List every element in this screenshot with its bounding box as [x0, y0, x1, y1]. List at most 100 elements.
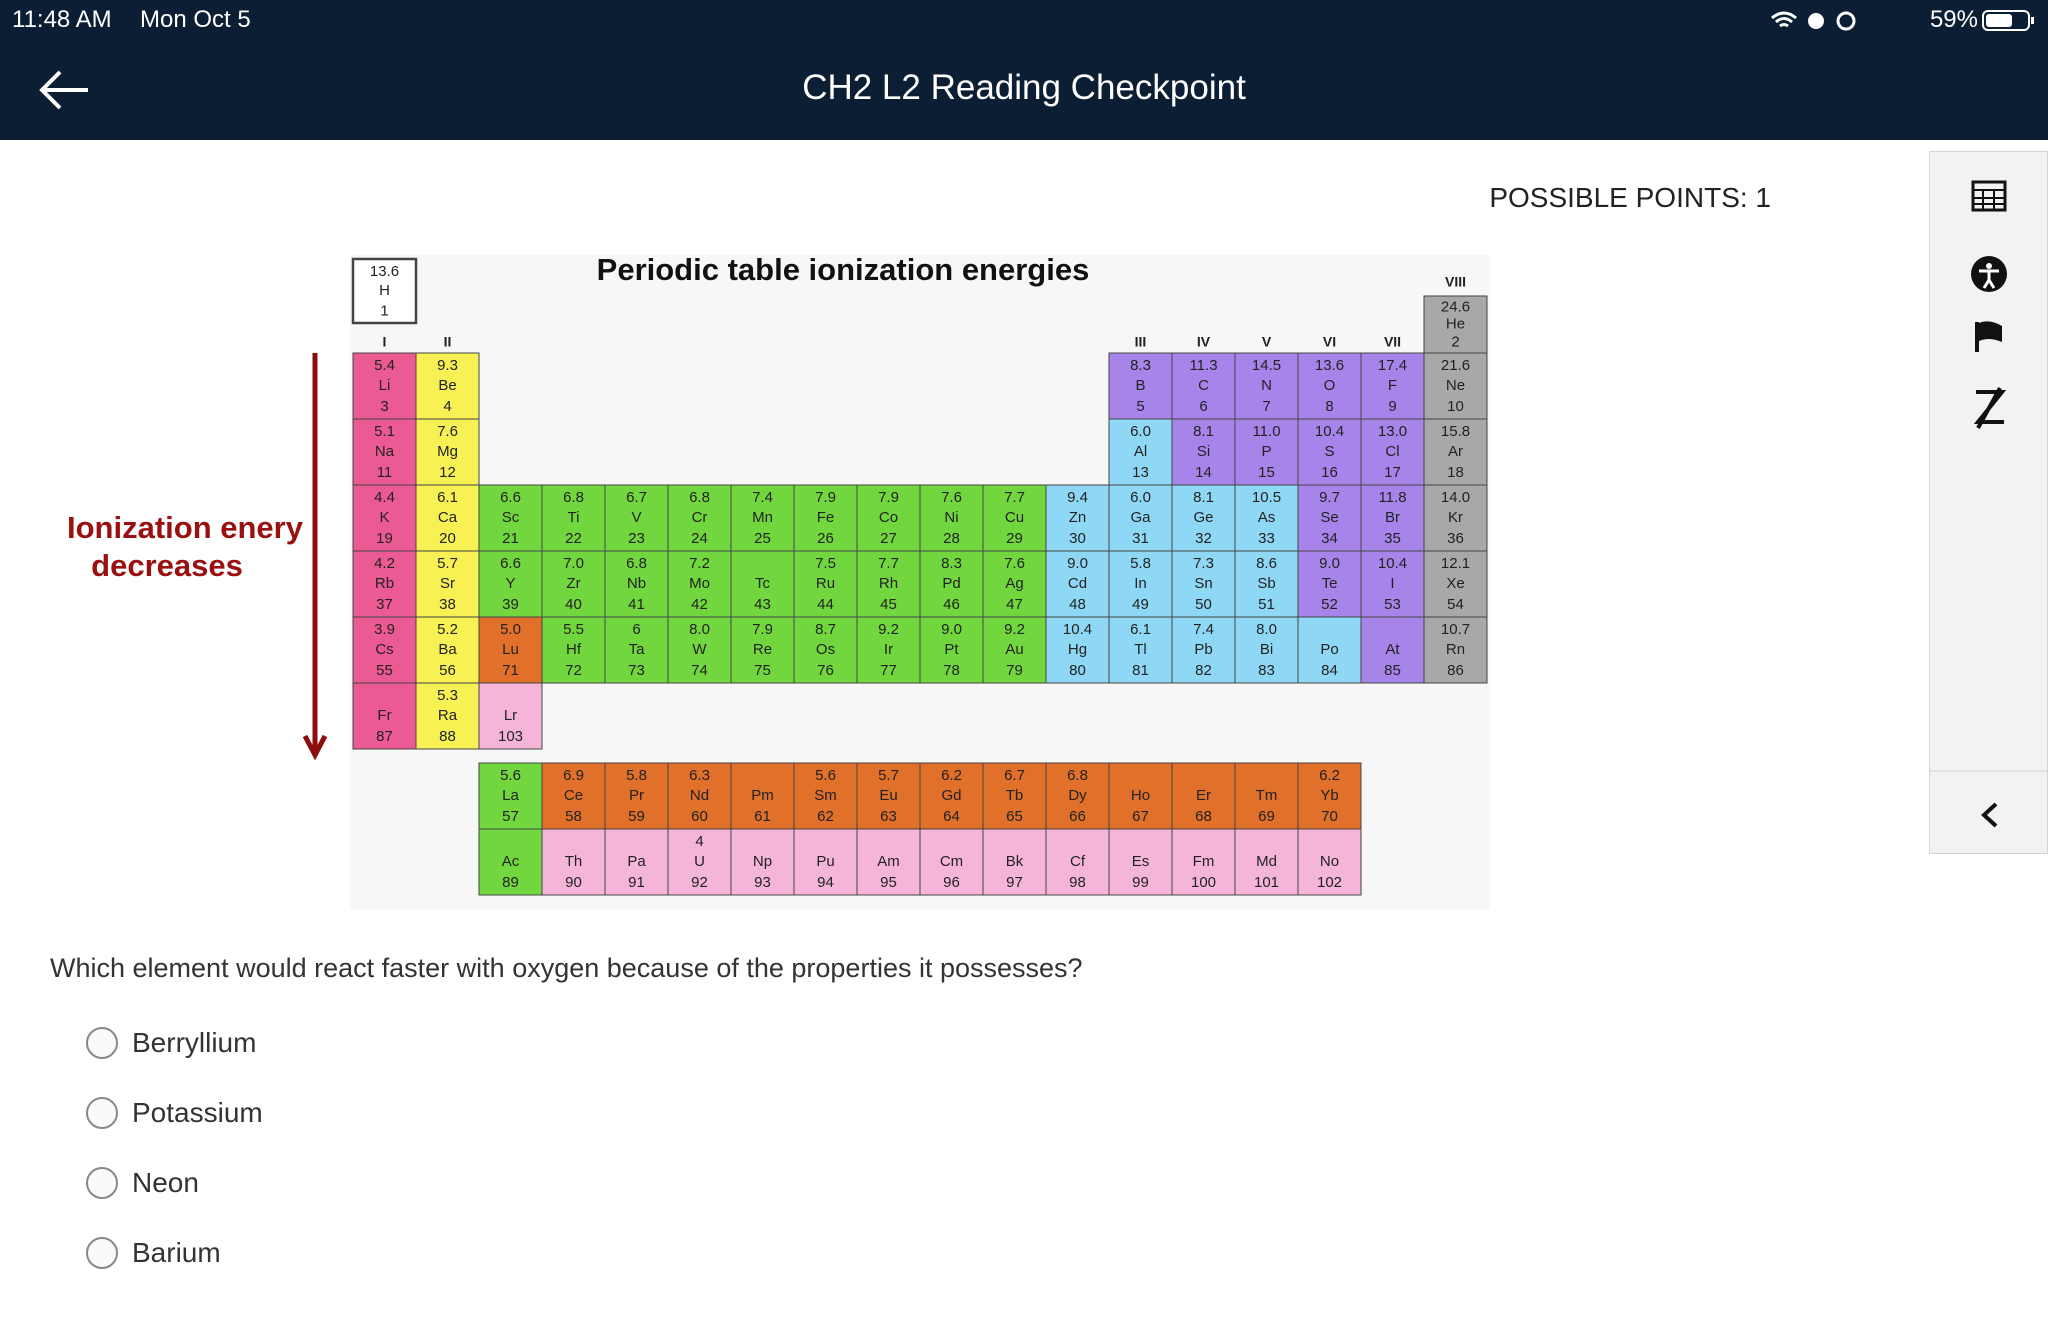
- trend-arrow: [302, 353, 328, 761]
- atomic-number: 55: [376, 662, 393, 679]
- atomic-number: 84: [1321, 662, 1338, 679]
- atomic-number: 20: [439, 530, 456, 547]
- element-cell: [1360, 352, 1425, 420]
- element-cell: [856, 762, 921, 830]
- element-cell: [1171, 762, 1236, 830]
- ionization-energy: 5.7: [437, 555, 458, 572]
- element-cell: [352, 682, 417, 750]
- back-button[interactable]: [38, 68, 92, 112]
- ionization-energy: 3.9: [374, 621, 395, 638]
- atomic-number: 78: [943, 662, 960, 679]
- element-cell: [730, 484, 795, 552]
- element-cell: [919, 828, 984, 896]
- answer-option[interactable]: Berryllium: [86, 1023, 256, 1063]
- atomic-number: 45: [880, 596, 897, 613]
- element-cell: [352, 418, 417, 486]
- atomic-number: 99: [1132, 874, 1149, 891]
- element-symbol: P: [1261, 443, 1271, 460]
- ionization-energy: 5.8: [626, 767, 647, 784]
- element-symbol: Pu: [816, 853, 834, 870]
- atomic-number: 83: [1258, 662, 1275, 679]
- radio-button[interactable]: [86, 1027, 118, 1059]
- group-label: V: [1262, 334, 1272, 350]
- ionization-energy: 13.6: [370, 263, 399, 280]
- element-symbol: Lu: [502, 641, 519, 658]
- ionization-energy: 6.0: [1130, 489, 1151, 506]
- element-cell: [1234, 762, 1299, 830]
- radio-button[interactable]: [86, 1237, 118, 1269]
- ionization-energy: 6.2: [941, 767, 962, 784]
- element-symbol: Pt: [944, 641, 959, 658]
- element-cell: [730, 762, 795, 830]
- element-symbol: Re: [753, 641, 772, 658]
- element-symbol: Y: [505, 575, 515, 592]
- element-cell: [1108, 828, 1173, 896]
- ionization-energy: 5.2: [437, 621, 458, 638]
- ionization-energy: 5.4: [374, 357, 395, 374]
- element-cell: [1108, 352, 1173, 420]
- element-symbol: Zr: [566, 575, 580, 592]
- ionization-energy: 5.3: [437, 687, 458, 704]
- option-label[interactable]: Neon: [132, 1167, 199, 1198]
- radio-button[interactable]: [86, 1167, 118, 1199]
- answer-option[interactable]: Neon: [86, 1163, 199, 1203]
- atomic-number: 38: [439, 596, 456, 613]
- collapse-button[interactable]: [1930, 770, 2047, 828]
- element-symbol: At: [1385, 641, 1400, 658]
- element-cell: [1108, 762, 1173, 830]
- element-cell: [982, 550, 1047, 618]
- atomic-number: 57: [502, 808, 519, 825]
- element-symbol: Al: [1134, 443, 1147, 460]
- atomic-number: 17: [1384, 464, 1401, 481]
- answer-option[interactable]: Barium: [86, 1233, 221, 1273]
- atomic-number: 15: [1258, 464, 1275, 481]
- element-symbol: W: [692, 641, 707, 658]
- element-symbol: Zn: [1069, 509, 1087, 526]
- radio-button[interactable]: [86, 1097, 118, 1129]
- option-label[interactable]: Barium: [132, 1237, 221, 1268]
- atomic-number: 82: [1195, 662, 1212, 679]
- ionization-energy: 9.4: [1067, 489, 1088, 506]
- element-cell: [351, 257, 418, 325]
- atomic-number: 42: [691, 596, 708, 613]
- atomic-number: 24: [691, 530, 708, 547]
- element-cell: [1171, 484, 1236, 552]
- atomic-number: 96: [943, 874, 960, 891]
- element-symbol: No: [1320, 853, 1339, 870]
- atomic-number: 50: [1195, 596, 1212, 613]
- accessibility-button[interactable]: [1971, 256, 2007, 292]
- answer-option[interactable]: Potassium: [86, 1093, 263, 1133]
- atomic-number: 29: [1006, 530, 1023, 547]
- group-label: VIII: [1445, 274, 1466, 290]
- element-cell: [1108, 616, 1173, 684]
- group-label: VI: [1323, 334, 1336, 350]
- calendar-button[interactable]: [1971, 180, 2007, 212]
- option-label[interactable]: Berryllium: [132, 1027, 257, 1058]
- element-cell: [1423, 295, 1488, 354]
- atomic-number: 49: [1132, 596, 1149, 613]
- element-cell: [982, 616, 1047, 684]
- ionization-energy: 9.0: [1067, 555, 1088, 572]
- atomic-number: 32: [1195, 530, 1212, 547]
- flag-button[interactable]: [1975, 321, 2002, 352]
- element-symbol: Cs: [375, 641, 393, 658]
- element-cell: [604, 762, 669, 830]
- eliminate-button[interactable]: [1973, 387, 2007, 429]
- possible-points: POSSIBLE POINTS: 1: [1489, 182, 1771, 213]
- atomic-number: 10: [1447, 398, 1464, 415]
- element-symbol: Dy: [1068, 787, 1087, 804]
- element-symbol: Sn: [1194, 575, 1212, 592]
- atomic-number: 4: [443, 398, 451, 415]
- atomic-number: 21: [502, 530, 519, 547]
- element-cell: [1045, 484, 1110, 552]
- atomic-number: 94: [817, 874, 834, 891]
- atomic-number: 90: [565, 874, 582, 891]
- ionization-energy: 8.3: [941, 555, 962, 572]
- atomic-number: 46: [943, 596, 960, 613]
- ionization-energy: 6.8: [563, 489, 584, 506]
- question-text: Which element would react faster with ox…: [50, 953, 1083, 983]
- annotation-line: decreases: [91, 548, 243, 583]
- option-label[interactable]: Potassium: [132, 1097, 263, 1128]
- atomic-number: 71: [502, 662, 519, 679]
- element-cell: [541, 550, 606, 618]
